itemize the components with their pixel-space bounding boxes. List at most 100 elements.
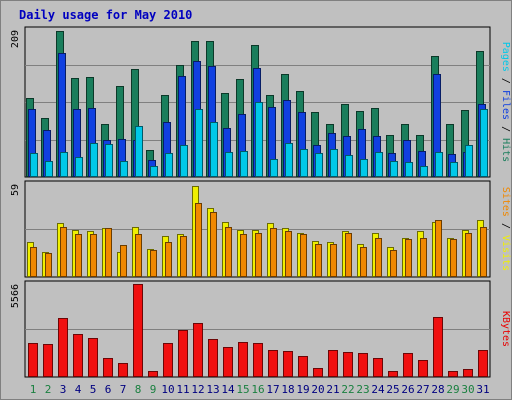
bar-kbytes-day-17 bbox=[268, 350, 278, 377]
bar-pages-day-24 bbox=[375, 152, 383, 177]
legend-part: / bbox=[500, 217, 511, 235]
bar-pages-day-13 bbox=[210, 122, 218, 177]
bar-pages-day-11 bbox=[180, 145, 188, 177]
bar-pages-day-16 bbox=[255, 102, 263, 177]
bar-pages-day-20 bbox=[315, 153, 323, 177]
bar-sites-day-3 bbox=[60, 227, 67, 277]
bar-kbytes-day-18 bbox=[283, 351, 293, 377]
bar-sites-day-16 bbox=[255, 233, 262, 277]
day-label-10: 10 bbox=[161, 383, 174, 396]
bar-kbytes-day-11 bbox=[178, 330, 188, 377]
day-label-12: 12 bbox=[191, 383, 204, 396]
legend-label: Pages / Files / Hits bbox=[500, 42, 511, 162]
bar-sites-day-8 bbox=[135, 234, 142, 277]
bar-pages-day-30 bbox=[465, 145, 473, 177]
day-label-17: 17 bbox=[266, 383, 279, 396]
hits-panel: 209 Pages / Files / Hits bbox=[10, 26, 511, 178]
bar-pages-day-9 bbox=[150, 166, 158, 177]
bar-sites-day-20 bbox=[315, 244, 322, 277]
bar-kbytes-day-20 bbox=[313, 368, 323, 377]
day-label-2: 2 bbox=[45, 383, 52, 396]
legend-part: / bbox=[500, 72, 511, 90]
bar-sites-day-19 bbox=[300, 234, 307, 277]
chart-title: Daily usage for May 2010 bbox=[19, 8, 192, 22]
day-label-9: 9 bbox=[150, 383, 157, 396]
day-label-16: 16 bbox=[251, 383, 264, 396]
day-label-3: 3 bbox=[60, 383, 67, 396]
bar-kbytes-day-4 bbox=[73, 334, 83, 377]
bar-kbytes-day-28 bbox=[433, 317, 443, 377]
bar-sites-day-26 bbox=[405, 239, 412, 277]
y-max-label: 209 bbox=[10, 30, 21, 48]
bar-sites-day-2 bbox=[45, 253, 52, 277]
bar-sites-day-9 bbox=[150, 250, 157, 277]
bar-sites-day-23 bbox=[360, 247, 367, 277]
bar-pages-day-15 bbox=[240, 151, 248, 177]
bar-pages-day-10 bbox=[165, 153, 173, 177]
bar-sites-day-30 bbox=[465, 233, 472, 277]
bar-pages-day-31 bbox=[480, 109, 488, 177]
series-sites bbox=[30, 203, 487, 277]
bar-kbytes-day-6 bbox=[103, 358, 113, 377]
y-max-label: 5566 bbox=[10, 284, 21, 308]
bar-kbytes-day-25 bbox=[388, 371, 398, 377]
bar-pages-day-25 bbox=[390, 161, 398, 177]
bar-sites-day-28 bbox=[435, 220, 442, 277]
bar-sites-day-17 bbox=[270, 228, 277, 277]
legend-part: Hits bbox=[500, 138, 511, 162]
bar-kbytes-day-23 bbox=[358, 353, 368, 377]
day-label-24: 24 bbox=[371, 383, 385, 396]
bar-kbytes-day-22 bbox=[343, 352, 353, 377]
bar-sites-day-10 bbox=[165, 242, 172, 277]
bar-pages-day-27 bbox=[420, 166, 428, 177]
day-label-5: 5 bbox=[90, 383, 97, 396]
day-label-22: 22 bbox=[341, 383, 354, 396]
bar-kbytes-day-8 bbox=[133, 284, 143, 377]
day-label-27: 27 bbox=[416, 383, 429, 396]
bar-pages-day-6 bbox=[105, 144, 113, 177]
bar-pages-day-23 bbox=[360, 159, 368, 177]
day-label-21: 21 bbox=[326, 383, 339, 396]
bar-kbytes-day-15 bbox=[238, 342, 248, 377]
day-label-28: 28 bbox=[431, 383, 444, 396]
day-label-15: 15 bbox=[236, 383, 249, 396]
day-label-1: 1 bbox=[30, 383, 37, 396]
bar-sites-day-15 bbox=[240, 234, 247, 277]
bar-kbytes-day-12 bbox=[193, 323, 203, 377]
legend-part: Visits bbox=[500, 235, 511, 271]
bar-pages-day-22 bbox=[345, 155, 353, 177]
bar-pages-day-5 bbox=[90, 143, 98, 177]
bar-kbytes-day-9 bbox=[148, 371, 158, 377]
bar-kbytes-day-16 bbox=[253, 343, 263, 377]
day-label-19: 19 bbox=[296, 383, 309, 396]
bar-sites-day-27 bbox=[420, 238, 427, 277]
series-pages bbox=[30, 102, 488, 177]
bar-kbytes-day-31 bbox=[478, 350, 488, 377]
bar-kbytes-day-30 bbox=[463, 369, 473, 377]
bar-kbytes-day-10 bbox=[163, 343, 173, 377]
bar-pages-day-18 bbox=[285, 143, 293, 177]
day-label-29: 29 bbox=[446, 383, 459, 396]
bar-kbytes-day-3 bbox=[58, 318, 68, 377]
legend-part: / bbox=[500, 120, 511, 138]
bar-pages-day-12 bbox=[195, 109, 203, 177]
legend-label: KBytes bbox=[500, 311, 511, 347]
bar-sites-day-11 bbox=[180, 236, 187, 277]
legend-part: Pages bbox=[500, 42, 511, 72]
day-label-30: 30 bbox=[461, 383, 474, 396]
bar-pages-day-7 bbox=[120, 161, 128, 177]
day-label-6: 6 bbox=[105, 383, 112, 396]
day-label-31: 31 bbox=[476, 383, 489, 396]
legend-part: KBytes bbox=[500, 311, 511, 347]
bar-pages-day-21 bbox=[330, 149, 338, 177]
bar-kbytes-day-2 bbox=[43, 344, 53, 377]
bar-kbytes-day-29 bbox=[448, 371, 458, 377]
y-max-label: 59 bbox=[10, 184, 21, 196]
bar-sites-day-6 bbox=[105, 228, 112, 277]
bar-kbytes-day-5 bbox=[88, 338, 98, 377]
bar-sites-day-12 bbox=[195, 203, 202, 277]
bar-sites-day-22 bbox=[345, 233, 352, 277]
